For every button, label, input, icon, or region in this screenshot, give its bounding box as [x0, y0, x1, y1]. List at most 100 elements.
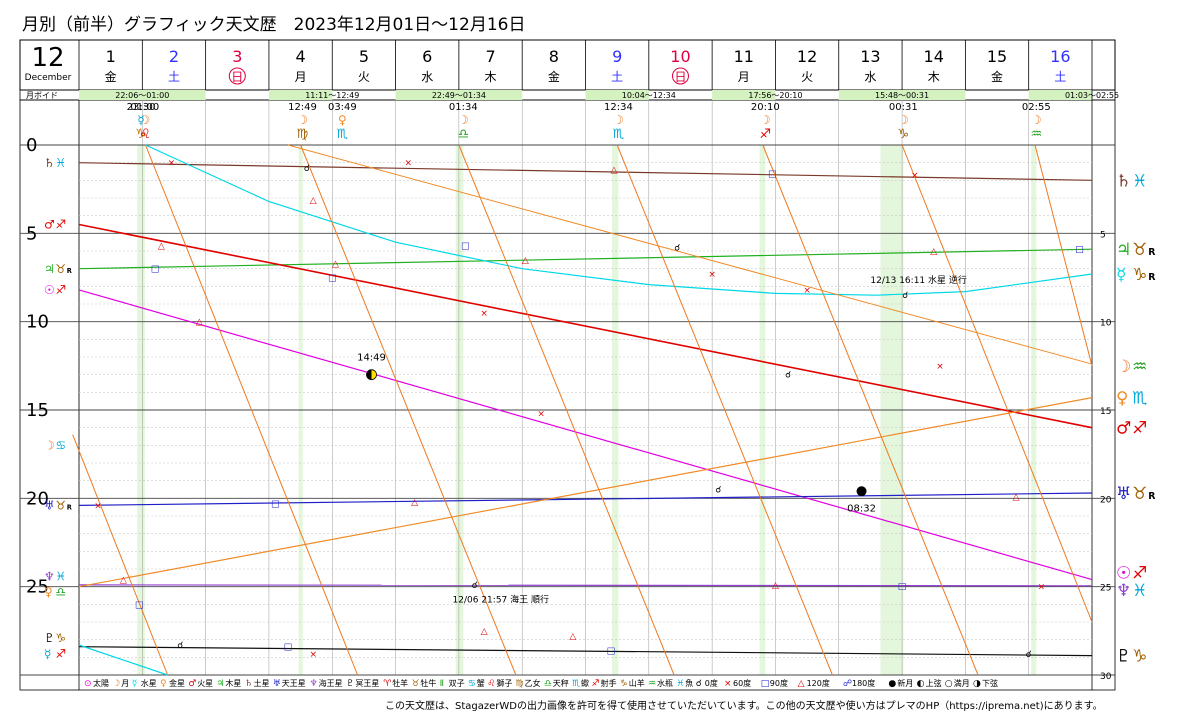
- legend-symbol: ♑: [620, 679, 628, 689]
- void-period-bar: [395, 90, 523, 100]
- planet-sign-label: ♓: [1132, 171, 1147, 191]
- sunday-circle: [228, 67, 246, 85]
- aspect-mark-square: □: [151, 265, 160, 275]
- aspect-mark-conj: ☌: [177, 641, 183, 651]
- day-of-week: 土: [1054, 70, 1066, 84]
- legend-label: 金星: [169, 678, 185, 688]
- legend-label: 海王星: [319, 678, 343, 688]
- legend-symbol: ☍: [843, 679, 852, 689]
- planet-sign-label: ♅: [44, 499, 55, 513]
- series-line-水星: [78, 644, 168, 676]
- planet-sign-label: ☽: [1116, 357, 1131, 377]
- moon-line-segment: [762, 144, 979, 676]
- void-row-label: 月ボイド: [26, 91, 58, 100]
- aspect-mark-trine: △: [611, 166, 618, 176]
- day-number: 6: [422, 47, 432, 66]
- legend-label: 射手: [601, 678, 617, 688]
- legend-label: 魚: [685, 678, 693, 688]
- day-number: 13: [860, 47, 880, 66]
- ingress-planet-glyph: ☿: [137, 113, 144, 127]
- ingress-planet-glyph: ☽: [613, 113, 624, 127]
- ingress-sign-glyph: ♏: [337, 127, 349, 142]
- planet-sign-label: ♉: [55, 262, 66, 276]
- ingress-planet-glyph: ☽: [1031, 113, 1042, 127]
- aspect-mark-square: □: [284, 643, 293, 653]
- planet-sign-label: ☿: [1116, 265, 1126, 285]
- moon-line-segment: [1034, 144, 1093, 366]
- legend-symbol: ○: [945, 679, 953, 689]
- aspect-mark-trine: △: [196, 318, 203, 328]
- aspect-mark-trine: △: [158, 242, 165, 252]
- legend-label: 蠍: [581, 678, 589, 688]
- series-line-太陽: [78, 289, 1093, 581]
- legend-symbol: ♏: [572, 679, 580, 689]
- day-number: 5: [359, 47, 369, 66]
- planet-sign-label: ☉: [44, 283, 55, 297]
- legend-label: 牡羊: [392, 678, 408, 688]
- venus-line-segment: [287, 144, 1093, 365]
- moon-line-segment: [458, 144, 675, 676]
- aspect-mark-conj: ☌: [674, 243, 680, 253]
- planet-sign-label: R: [67, 267, 72, 275]
- planet-sign-label: ♇: [44, 631, 55, 645]
- legend-label: 月: [121, 679, 129, 688]
- legend-label: 牡牛: [420, 678, 436, 688]
- y-tick-left: 5: [26, 223, 37, 244]
- legend-symbol: ♌: [487, 679, 495, 689]
- ingress-time: 01:34: [449, 102, 478, 113]
- series-line-冥王星: [78, 646, 1093, 657]
- legend-symbol: ♂: [188, 679, 196, 689]
- legend-symbol: ♅: [273, 679, 281, 689]
- y-tick-right: 10: [1100, 319, 1112, 329]
- legend-symbol: ♆: [310, 679, 318, 689]
- legend-label: 下弦: [982, 678, 998, 688]
- planet-sign-label: ♓: [55, 156, 66, 170]
- moon-line-segment: [901, 144, 1093, 623]
- day-number: 7: [485, 47, 495, 66]
- legend-label: 冥王星: [355, 679, 379, 688]
- series-line-土星: [78, 162, 1093, 181]
- planet-sign-label: ♀: [44, 585, 53, 599]
- aspect-mark-sextile: ×: [803, 286, 811, 296]
- legend-label: 水瓶: [657, 678, 673, 688]
- ingress-sign-glyph: ♑: [898, 127, 910, 142]
- aspect-mark-square: □: [271, 500, 280, 510]
- legend-label: 60度: [733, 678, 751, 688]
- ingress-sign-glyph: ♌: [139, 127, 151, 142]
- void-period-label: 22:49〜01:34: [432, 91, 486, 100]
- series-line-海王星: [78, 584, 1093, 587]
- ingress-planet-glyph: ☽: [139, 113, 150, 127]
- legend-symbol: ×: [724, 679, 732, 689]
- legend-symbol: ♉: [411, 679, 419, 689]
- planet-sign-label: ♓: [55, 569, 66, 583]
- header-frame: [19, 39, 1116, 91]
- legend-symbol: ♀: [160, 679, 167, 689]
- planet-sign-label: ☿: [44, 647, 51, 661]
- series-line-水星: [145, 144, 1093, 296]
- void-period-label: 15:48〜00:31: [875, 91, 929, 100]
- aspect-mark-sextile: ×: [537, 410, 545, 420]
- day-of-week: 日: [231, 70, 243, 84]
- page-title: 月別（前半）グラフィック天文歴 2023年12月01日〜12月16日: [22, 15, 526, 35]
- y-tick-right: 5: [1100, 230, 1106, 240]
- planet-sign-label: ♉: [55, 499, 66, 513]
- day-number: 11: [734, 47, 754, 66]
- legend-symbol: □: [761, 679, 770, 689]
- day-number: 14: [924, 47, 944, 66]
- planet-sign-label: ♑: [55, 631, 66, 645]
- legend-label: 火星: [197, 679, 213, 688]
- aspect-mark-trine: △: [930, 247, 937, 257]
- void-period-bar: [712, 90, 776, 100]
- day-of-week: 火: [801, 70, 813, 84]
- y-tick-right: 30: [1100, 672, 1112, 682]
- y-tick-left: 15: [26, 400, 49, 421]
- day-of-week: 日: [674, 70, 686, 84]
- ingress-time: 03:49: [328, 102, 357, 113]
- month-label: December: [25, 73, 72, 83]
- planet-sign-label: R: [67, 504, 72, 512]
- planet-sign-label: ♆: [44, 569, 55, 583]
- aspect-mark-trine: △: [310, 196, 317, 206]
- planet-sign-label: ♂: [44, 218, 55, 232]
- legend-label: 水星: [141, 678, 157, 688]
- day-number: 9: [612, 47, 622, 66]
